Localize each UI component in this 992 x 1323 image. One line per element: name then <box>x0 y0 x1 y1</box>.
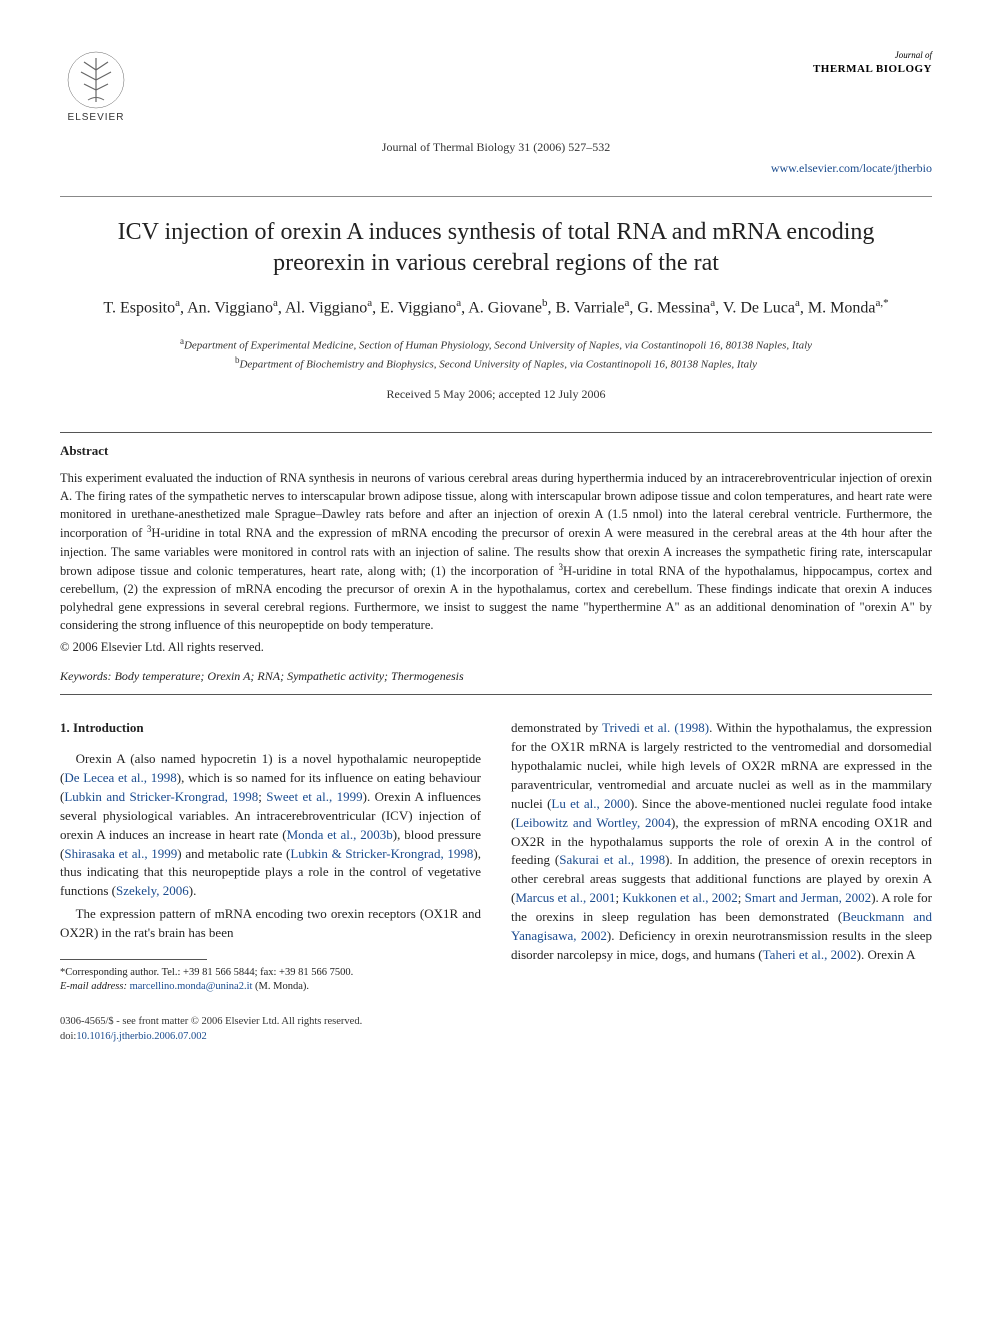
copyright-line: © 2006 Elsevier Ltd. All rights reserved… <box>60 640 932 655</box>
article-dates: Received 5 May 2006; accepted 12 July 20… <box>60 387 932 402</box>
footer-doi-label: doi: <box>60 1031 76 1042</box>
abstract-bottom-rule <box>60 694 932 695</box>
publisher-logo: ELSEVIER <box>60 50 132 130</box>
intro-p2: The expression pattern of mRNA encoding … <box>60 905 481 943</box>
keywords-values: Body temperature; Orexin A; RNA; Sympath… <box>115 669 464 683</box>
affiliations: aDepartment of Experimental Medicine, Se… <box>60 335 932 373</box>
right-p1: demonstrated by Trivedi et al. (1998). W… <box>511 719 932 964</box>
page-footer: 0306-4565/$ - see front matter © 2006 El… <box>60 1015 932 1044</box>
keywords-label: Keywords: <box>60 669 112 683</box>
journal-logo-line1: Journal of <box>813 50 932 62</box>
journal-link[interactable]: www.elsevier.com/locate/jtherbio <box>60 161 932 176</box>
footnote-email[interactable]: marcellino.monda@unina2.it <box>130 981 253 992</box>
header-row: ELSEVIER Journal of THERMAL BIOLOGY <box>60 50 932 130</box>
keywords-line: Keywords: Body temperature; Orexin A; RN… <box>60 669 932 684</box>
footnote-rule <box>60 959 207 960</box>
left-column: 1. Introduction Orexin A (also named hyp… <box>60 719 481 995</box>
corresponding-footnote: *Corresponding author. Tel.: +39 81 566 … <box>60 966 481 995</box>
intro-heading: 1. Introduction <box>60 719 481 738</box>
affiliation-b: bDepartment of Biochemistry and Biophysi… <box>60 354 932 373</box>
intro-p1: Orexin A (also named hypocretin 1) is a … <box>60 750 481 901</box>
footer-line1: 0306-4565/$ - see front matter © 2006 El… <box>60 1015 932 1030</box>
right-column: demonstrated by Trivedi et al. (1998). W… <box>511 719 932 995</box>
publisher-name: ELSEVIER <box>68 112 125 123</box>
abstract-top-rule <box>60 432 932 433</box>
footnote-tel: *Corresponding author. Tel.: +39 81 566 … <box>60 966 481 981</box>
journal-logo-line2: THERMAL BIOLOGY <box>813 62 932 76</box>
header-rule <box>60 196 932 197</box>
footnote-email-label: E-mail address: <box>60 981 127 992</box>
footnote-email-suffix: (M. Monda). <box>255 981 309 992</box>
abstract-body: This experiment evaluated the induction … <box>60 469 932 634</box>
abstract-heading: Abstract <box>60 443 932 459</box>
elsevier-tree-icon <box>66 50 126 110</box>
article-title: ICV injection of orexin A induces synthe… <box>100 217 892 279</box>
body-columns: 1. Introduction Orexin A (also named hyp… <box>60 719 932 995</box>
footer-doi[interactable]: 10.1016/j.jtherbio.2006.07.002 <box>76 1031 206 1042</box>
paper-page: ELSEVIER Journal of THERMAL BIOLOGY Jour… <box>0 0 992 1323</box>
affiliation-a: aDepartment of Experimental Medicine, Se… <box>60 335 932 354</box>
footnote-email-line: E-mail address: marcellino.monda@unina2.… <box>60 980 481 995</box>
authors-list: T. Espositoa, An. Viggianoa, Al. Viggian… <box>60 295 932 320</box>
footer-doi-line: doi:10.1016/j.jtherbio.2006.07.002 <box>60 1030 932 1045</box>
journal-reference: Journal of Thermal Biology 31 (2006) 527… <box>60 140 932 155</box>
journal-logo: Journal of THERMAL BIOLOGY <box>813 50 932 76</box>
